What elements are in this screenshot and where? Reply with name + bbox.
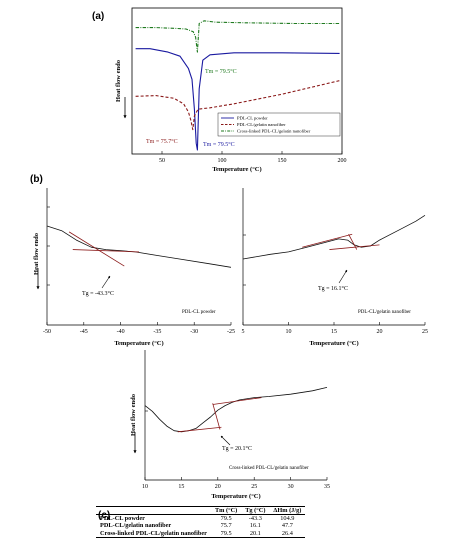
table-cell-dhm: 47.7 [281,522,293,530]
chart-b3-x-tick-label: 30 [288,484,294,490]
chart-b3-x-tick-label: 25 [251,484,257,490]
chart-b2-series-line [242,214,426,260]
chart-b3-x-tick-label: 20 [215,484,221,490]
legend-label-powder: PDL-CL powder [237,116,268,121]
chart-b2-x-tick-label: 10 [286,329,292,335]
table-header-tg: Tg (°C) [241,505,270,516]
chart-b2-x-tick-label: 15 [331,329,337,335]
chart-a-frame [131,7,343,155]
chart-b3-x-tick-label: 10 [142,484,148,490]
table-cell-tg: -43.3 [248,515,262,523]
chart-b1-x-tick-label: -35 [153,329,161,335]
chart-b2-series [242,214,426,260]
chart-b3-y-label: Heat flow endo [130,394,137,436]
legend-label-gelatin: PDL-CL/gelatin nanofiber [237,122,286,127]
chart-b2-tg-pointer [338,269,348,284]
chart-a-x-tick-label: 50 [159,158,165,164]
chart-a-x-tick-label: 100 [218,158,227,164]
chart-b1-x-label: Temperature (°C) [114,340,163,347]
chart-a: 50 100 150 200 Temperature (°C) Heat flow e… [115,7,347,173]
chart-a-legend-box [217,112,341,137]
chart-a-x-label: Temperature (°C) [212,166,261,173]
chart-b2-tangent-line [329,244,380,250]
chart-b2-tangent-line [348,234,358,250]
chart-a-series-line [135,48,340,151]
chart-b2-x-label: Temperature (°C) [309,340,358,347]
chart-b1-x-tick-label: -50 [43,329,51,335]
table-cell-sample: PDL-CL powder [100,515,145,523]
table-cell-tm: 75.7 [220,522,232,530]
chart-b1-x-ticks: -50 -45 -40 -35 -30 -25 [43,322,235,335]
panel-label-c: (c) [98,510,110,521]
table-header-dhm: ΔHm (J/g) [269,505,306,516]
table-cell-sample: Cross-linked PDL-CL/gelatin nanofiber [96,529,211,538]
chart-b1-series [46,225,232,268]
table-cell-sample: PDL-CL/gelatin nanofiber [100,522,172,530]
chart-b2-x-ticks: 5 10 15 20 25 [242,322,428,335]
chart-b1-x-tick-label: -40 [117,329,125,335]
chart-a-x-ticks: 50 100 150 200 [159,151,347,164]
table-cell-tg: 16.1 [249,522,261,530]
chart-a-annotation-crosslinked: Tm = 79.5°C [205,68,237,75]
chart-a-y-label: Heat flow endo [115,60,122,102]
table-cell-tm: 79.5 [210,529,242,538]
chart-a-legend: PDL-CL powder PDL-CL/gelatin nanofiber C… [217,112,341,137]
chart-a-x-tick-label: 150 [278,158,287,164]
chart-a-annotation-powder: Tm = 79.5°C [203,141,235,148]
chart-b1-tg-label: Tg = -43.3°C [82,290,114,297]
chart-b1-x-tick-label: -45 [80,329,88,335]
chart-a-series [135,20,340,151]
chart-b3-x-label: Temperature (°C) [211,493,260,500]
chart-b1: -50 -45 -40 -35 -30 -25 Temperature (°C) Heat… [33,188,235,347]
table-header-tm: Tm (°C) [210,505,242,516]
panel-label-a: (a) [92,11,104,22]
chart-b2-x-tick-label: 25 [422,329,428,335]
table-cell-dhm: 104.9 [280,515,295,523]
chart-b3-series-line [144,387,328,433]
chart-b3-tangent-line [177,426,222,433]
chart-b1-tg-pointer [101,275,111,289]
legend-label-crosslinked: Cross-linked PDL-CL/gelatin nanofiber [237,129,311,134]
chart-b3: 10 15 20 25 30 35 Temperature (°C) Heat flow … [130,350,330,500]
chart-a-series-line [135,80,340,131]
chart-b3-tangent-line [212,403,221,430]
chart-a-annotation-gelatin: Tm = 75.7°C [146,138,178,145]
chart-b3-tangent-line [212,397,262,405]
chart-b3-x-ticks: 10 15 20 25 30 35 [142,477,330,490]
chart-b3-caption: Cross-linked PDL-CL/gelatin nanofiber [229,466,309,471]
chart-b1-tangent-line [68,231,125,267]
panel-label-b: (b) [30,174,43,185]
chart-b3-x-tick-label: 35 [324,484,330,490]
table-cell-tm: 79.5 [220,515,232,523]
table-cell-tg: 20.1 [241,529,270,538]
table-cell-dhm: 26.4 [269,529,306,538]
chart-b2-x-tick-label: 5 [242,329,245,335]
chart-b1-tangent-line [72,249,140,253]
table-header-name [96,505,211,516]
table-header-row: Tm (°C) Tg (°C) ΔHm (J/g) [96,505,306,516]
table-row: PDL-CL powder 79.5 -43.3 104.9 [96,515,305,523]
table-row: PDL-CL/gelatin nanofiber 75.7 16.1 47.7 [96,522,305,529]
chart-b1-x-tick-label: -25 [227,329,235,335]
chart-b2-x-tick-label: 20 [377,329,383,335]
chart-b2-tangent-line [302,233,353,248]
chart-b1-series-line [46,225,232,268]
chart-b3-tg-pointer [220,435,231,446]
chart-a-x-tick-label: 200 [338,158,347,164]
chart-a-series-line [135,20,340,53]
table-row: Cross-linked PDL-CL/gelatin nanofiber 79… [96,529,306,538]
chart-b3-series [144,387,328,433]
chart-b2: 5 10 15 20 25 Temperature (°C) Tg = 16.1°C P… [242,188,428,347]
chart-b2-caption: PDL-CL/gelatin nanofiber [358,310,411,315]
chart-b1-x-tick-label: -30 [190,329,198,335]
chart-b2-tg-label: Tg = 16.1°C [318,285,348,292]
chart-b1-caption: PDL-CL powder [182,310,216,315]
chart-b3-tg-label: Tg = 20.1°C [222,445,252,452]
properties-table: Tm (°C) Tg (°C) ΔHm (J/g) PDL-CL powder … [96,505,306,538]
chart-b1-y-label: Heat flow endo [33,233,40,275]
chart-b3-x-tick-label: 15 [178,484,184,490]
